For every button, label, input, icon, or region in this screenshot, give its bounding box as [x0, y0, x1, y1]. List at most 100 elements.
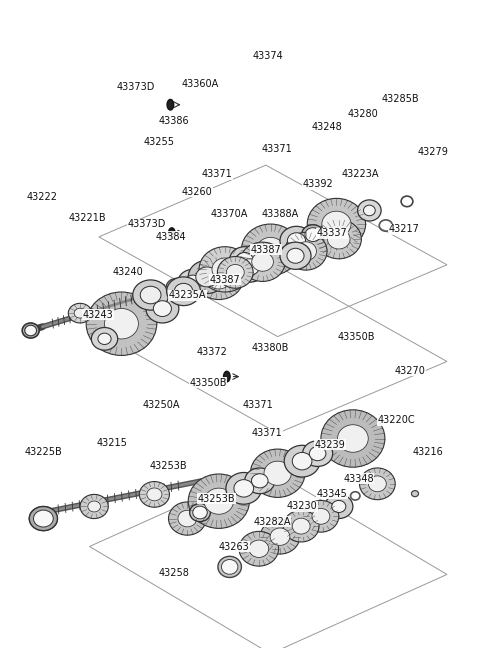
Ellipse shape [301, 225, 324, 244]
Text: 43370A: 43370A [211, 209, 248, 219]
Text: 43270: 43270 [395, 365, 426, 375]
Ellipse shape [199, 247, 251, 292]
Ellipse shape [88, 501, 100, 512]
Ellipse shape [252, 474, 268, 488]
Ellipse shape [86, 292, 157, 356]
Ellipse shape [337, 424, 368, 453]
Ellipse shape [98, 333, 111, 345]
Text: 43279: 43279 [418, 147, 448, 157]
Ellipse shape [133, 280, 168, 310]
Ellipse shape [302, 441, 333, 466]
Ellipse shape [146, 294, 179, 323]
Ellipse shape [221, 559, 238, 574]
Text: 43221B: 43221B [68, 213, 106, 223]
Ellipse shape [227, 265, 244, 280]
Text: 43388A: 43388A [261, 209, 299, 219]
Text: 43350B: 43350B [189, 378, 227, 388]
Ellipse shape [245, 468, 275, 494]
Text: 43253B: 43253B [198, 494, 235, 504]
Circle shape [168, 228, 175, 238]
Ellipse shape [91, 328, 118, 350]
Text: 43253B: 43253B [150, 460, 187, 471]
Ellipse shape [280, 242, 311, 269]
Text: 43384: 43384 [155, 232, 186, 242]
Ellipse shape [239, 531, 278, 566]
Ellipse shape [280, 227, 313, 255]
Text: 43220C: 43220C [377, 415, 415, 425]
Ellipse shape [204, 488, 233, 514]
Ellipse shape [360, 468, 395, 500]
Ellipse shape [332, 500, 346, 512]
Ellipse shape [287, 248, 304, 263]
Ellipse shape [237, 252, 253, 267]
Ellipse shape [292, 453, 312, 470]
Ellipse shape [292, 518, 310, 534]
Text: 43258: 43258 [159, 568, 190, 578]
Text: 43255: 43255 [144, 138, 175, 147]
Text: 43280: 43280 [348, 109, 379, 119]
Ellipse shape [153, 301, 171, 316]
Text: 43225B: 43225B [24, 447, 62, 457]
Ellipse shape [231, 252, 267, 282]
Ellipse shape [68, 303, 92, 323]
Text: 43387: 43387 [251, 245, 281, 255]
Ellipse shape [324, 495, 353, 519]
Ellipse shape [307, 198, 366, 250]
Text: 43350B: 43350B [338, 332, 375, 343]
Ellipse shape [174, 284, 193, 299]
Ellipse shape [309, 447, 326, 460]
Ellipse shape [312, 508, 330, 524]
Ellipse shape [194, 257, 243, 299]
Ellipse shape [249, 540, 269, 557]
Text: 43373D: 43373D [128, 219, 166, 229]
Text: 43373D: 43373D [116, 83, 155, 92]
Text: 43215: 43215 [96, 438, 128, 448]
Ellipse shape [241, 224, 300, 275]
Ellipse shape [34, 510, 53, 527]
Ellipse shape [240, 259, 259, 275]
Ellipse shape [178, 269, 208, 295]
Text: 43348: 43348 [343, 474, 374, 483]
Ellipse shape [147, 488, 162, 501]
Text: 43250A: 43250A [142, 400, 180, 410]
Ellipse shape [358, 200, 381, 221]
Ellipse shape [29, 506, 58, 531]
Text: 43216: 43216 [413, 447, 444, 457]
Ellipse shape [167, 277, 201, 306]
Ellipse shape [322, 211, 351, 237]
Ellipse shape [25, 326, 36, 336]
Ellipse shape [22, 323, 39, 338]
Ellipse shape [229, 247, 260, 272]
Ellipse shape [270, 528, 290, 546]
Ellipse shape [257, 237, 285, 262]
Text: 43371: 43371 [252, 428, 283, 438]
Ellipse shape [140, 286, 161, 304]
Ellipse shape [252, 252, 274, 271]
Text: 43374: 43374 [253, 50, 284, 61]
Ellipse shape [218, 556, 241, 578]
Text: 43386: 43386 [159, 117, 190, 126]
Text: 43285B: 43285B [381, 94, 419, 103]
Ellipse shape [217, 257, 253, 288]
Text: 43360A: 43360A [181, 79, 219, 88]
Text: 43371: 43371 [202, 169, 233, 179]
Text: 43235A: 43235A [168, 290, 206, 300]
Ellipse shape [188, 474, 250, 529]
Ellipse shape [284, 445, 320, 477]
Ellipse shape [321, 410, 385, 467]
Ellipse shape [206, 268, 231, 289]
Ellipse shape [234, 479, 253, 497]
Text: 43337: 43337 [316, 228, 347, 238]
Circle shape [224, 371, 230, 382]
Text: 43371: 43371 [242, 400, 273, 410]
Ellipse shape [260, 519, 300, 554]
Ellipse shape [251, 449, 305, 497]
Ellipse shape [105, 309, 138, 339]
Ellipse shape [139, 481, 169, 507]
Text: 43243: 43243 [83, 310, 113, 320]
Text: 43263: 43263 [219, 542, 250, 552]
Text: 43239: 43239 [315, 440, 346, 449]
Ellipse shape [193, 506, 207, 519]
Ellipse shape [29, 506, 58, 531]
Ellipse shape [185, 275, 201, 290]
